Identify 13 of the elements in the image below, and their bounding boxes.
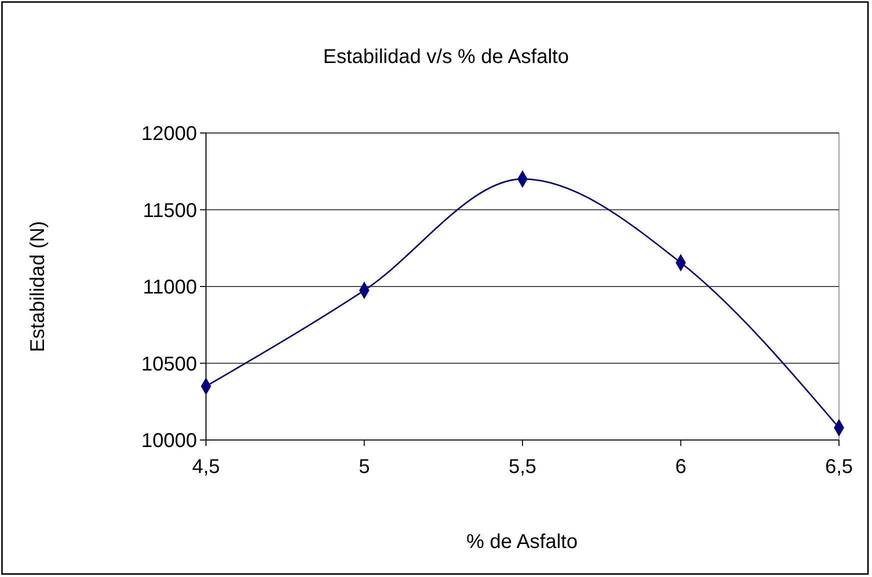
- y-tick-label: 12000: [141, 123, 197, 145]
- chart-title: Estabilidad v/s % de Asfalto: [323, 46, 569, 68]
- y-tick-label: 10000: [141, 430, 197, 452]
- x-axis-title: % de Asfalto: [466, 531, 578, 553]
- y-tick-label: 11000: [142, 276, 197, 298]
- y-tick-label: 11500: [142, 200, 197, 222]
- y-axis-title: Estabilidad (N): [27, 220, 49, 352]
- x-tick-label: 5: [358, 456, 370, 478]
- y-tick-label: 10500: [141, 353, 197, 376]
- x-tick-label: 6,5: [825, 456, 853, 478]
- x-tick-label: 4,5: [192, 456, 220, 478]
- x-tick-label: 5,5: [508, 456, 536, 478]
- x-tick-label: 6: [675, 456, 686, 478]
